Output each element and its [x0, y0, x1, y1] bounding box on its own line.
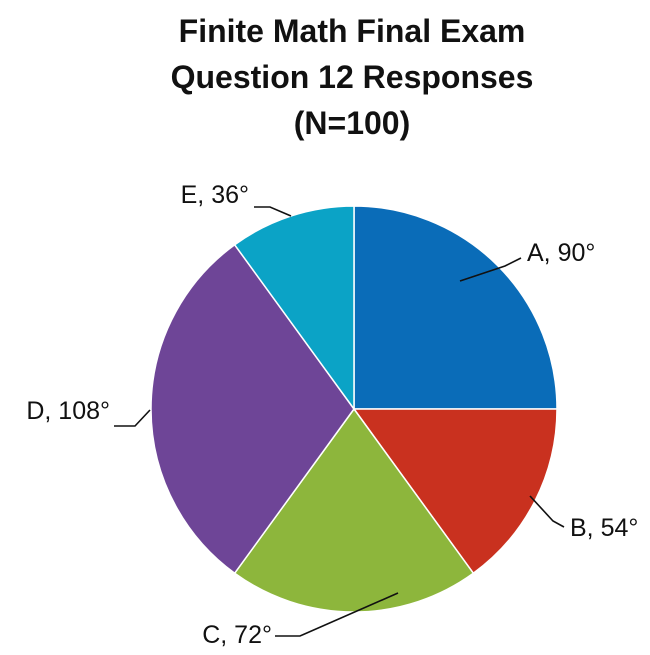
leader-lines [114, 206, 565, 637]
data-label-a: A, 90° [527, 239, 595, 267]
pie-slice-d [150, 243, 355, 575]
pie-slice-a [353, 205, 558, 410]
chart-title-line-1: Finite Math Final Exam [179, 13, 526, 49]
data-labels: A, 90° B, 54° C, 72° D, 108° E, 36° [26, 181, 638, 649]
data-label-e: E, 36° [181, 181, 249, 209]
leader-line-d [114, 409, 151, 427]
leader-line-a [459, 257, 522, 282]
leader-line-c [275, 592, 399, 637]
pie-slice-e [233, 205, 355, 412]
chart-title: Finite Math Final Exam Question 12 Respo… [171, 13, 534, 141]
pie-slices [150, 205, 558, 613]
data-label-d: D, 108° [26, 397, 110, 425]
chart-title-line-2: Question 12 Responses [171, 59, 534, 95]
leader-line-e [254, 206, 292, 217]
chart-title-line-3: (N=100) [294, 105, 411, 141]
data-label-c: C, 72° [202, 621, 272, 649]
leader-line-b [529, 495, 565, 528]
data-label-b: B, 54° [570, 514, 638, 542]
